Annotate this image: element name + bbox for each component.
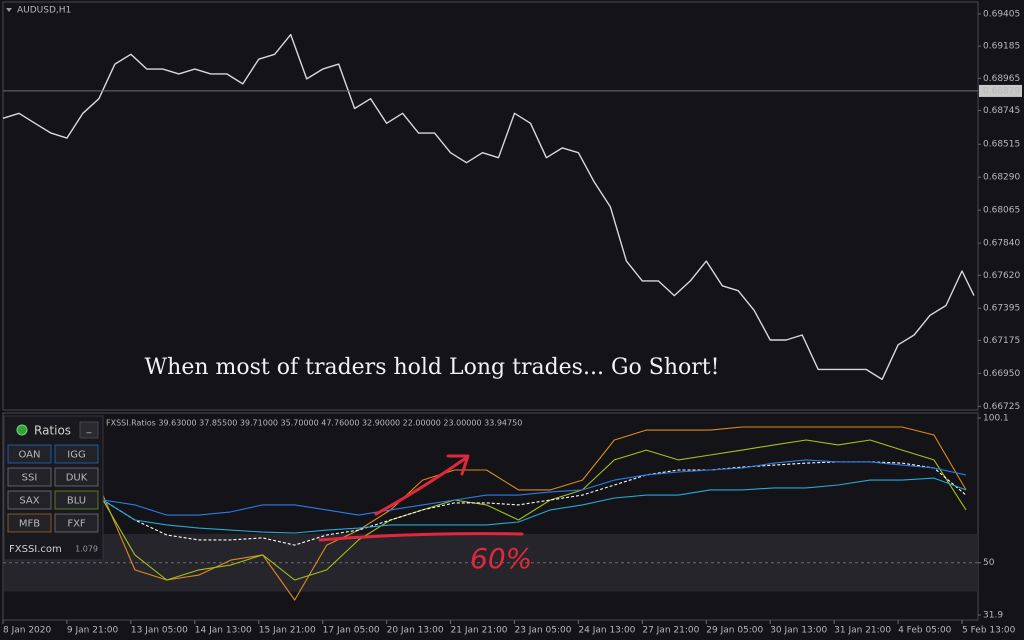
minimize-label[interactable]: _ — [86, 423, 93, 434]
price-line — [2, 33, 975, 381]
x-tick-label: 9 Jan 21:00 — [67, 626, 119, 636]
arrow-shaft — [374, 456, 468, 516]
y-tick-label: 0.68065 — [983, 206, 1020, 216]
y-tick-label: 0.67620 — [983, 271, 1020, 281]
source-button[interactable]: MFB — [7, 513, 52, 533]
source-button-box[interactable] — [54, 444, 99, 464]
y-tick-label: 0.67175 — [983, 336, 1020, 346]
source-button-label[interactable]: SSI — [22, 473, 38, 484]
source-button[interactable]: OAN — [7, 444, 52, 464]
y-tick-label: 31.9 — [983, 611, 1003, 621]
version: 1.079 — [75, 545, 98, 554]
source-button-label[interactable]: OAN — [18, 450, 40, 461]
indicator-title: FXSSI.Ratios 39.63000 37.85500 39.71000 … — [106, 419, 522, 428]
y-tick-label: 0.66950 — [983, 369, 1020, 379]
source-button[interactable]: SSI — [7, 467, 52, 487]
y-tick-label: 100.1 — [983, 414, 1009, 424]
x-tick-label: 24 Jan 13:00 — [578, 626, 635, 636]
x-tick-label: 30 Jan 13:00 — [770, 626, 827, 636]
y-tick-label: 0.67840 — [983, 239, 1020, 249]
caption: When most of traders hold Long trades...… — [145, 355, 720, 380]
source-button-box[interactable] — [7, 444, 52, 464]
source-button-box[interactable] — [7, 467, 52, 487]
source-button-box[interactable] — [7, 513, 52, 533]
source-button-label[interactable]: DUK — [66, 473, 88, 484]
indicator-line — [102, 426, 967, 601]
x-tick-label: 23 Jan 05:00 — [514, 626, 571, 636]
indicator-line — [102, 461, 967, 546]
source-button-label[interactable]: IGG — [67, 450, 85, 461]
x-tick-label: 20 Jan 13:00 — [387, 626, 444, 636]
source-button-box[interactable] — [7, 490, 52, 510]
source-button[interactable]: FXF — [54, 513, 99, 533]
arrow-head — [446, 454, 470, 476]
y-tick-label: 0.68290 — [983, 173, 1020, 183]
x-tick-label: 27 Jan 21:00 — [642, 626, 699, 636]
source-button[interactable]: SAX — [7, 490, 52, 510]
indicator-line — [102, 439, 967, 581]
source-button-box[interactable] — [54, 513, 99, 533]
source-button-label[interactable]: SAX — [19, 496, 39, 507]
y-tick-label: 0.69405 — [983, 9, 1020, 19]
x-tick-label: 29 Jan 05:00 — [706, 626, 763, 636]
indicator-frame — [2, 412, 979, 621]
x-tick-label: 8 Jan 2020 — [3, 626, 51, 636]
handwritten-label: 60% — [470, 542, 532, 575]
current-price-box — [979, 84, 1022, 97]
minimize-box[interactable] — [79, 421, 99, 439]
x-tick-label: 15 Jan 21:00 — [259, 626, 316, 636]
y-tick-label: 0.66725 — [983, 402, 1020, 412]
y-tick-label: 0.69185 — [983, 42, 1020, 52]
plot-layer: 0.69405 0.69185 0.68965 0.68745 0.68515 0.682… — [2, 9, 1022, 636]
y-tick-label: 0.68515 — [983, 140, 1020, 150]
source-button[interactable]: DUK — [54, 467, 99, 487]
y-tick-label: 0.68745 — [983, 106, 1020, 116]
y-tick-label: 50 — [983, 558, 995, 568]
x-tick-label: 17 Jan 05:00 — [323, 626, 380, 636]
x-tick-label: 5 Feb 13:00 — [962, 626, 1016, 636]
ratios-panel: Ratios _ FXSSI.com 1.079 OAN IGG SSI DUK SAX… — [3, 415, 104, 561]
x-tick-label: 13 Jan 05:00 — [131, 626, 188, 636]
brand: FXSSI.com — [9, 544, 62, 555]
symbol-title: AUDUSD,H1 — [17, 6, 71, 16]
panel-title: Ratios — [34, 424, 71, 438]
source-button-label[interactable]: MFB — [19, 519, 40, 530]
y-tick-label: 0.68965 — [983, 74, 1020, 84]
red-annotation: 60% — [318, 454, 532, 575]
x-tick-label: 31 Jan 21:00 — [834, 626, 891, 636]
x-tick-label: 14 Jan 13:00 — [195, 626, 252, 636]
indicator-line — [102, 459, 967, 516]
source-button[interactable]: IGG — [54, 444, 99, 464]
current-price-label: 0.68879 — [983, 86, 1020, 96]
source-button-label[interactable]: FXF — [67, 519, 86, 530]
panel-box — [3, 415, 104, 561]
y-tick-label: 0.67395 — [983, 304, 1020, 314]
status-dot — [16, 424, 28, 436]
minimize-button[interactable]: _ — [79, 421, 99, 439]
x-tick-label: 21 Jan 21:00 — [451, 626, 508, 636]
price-frame — [2, 1, 979, 411]
underline-stroke — [318, 532, 524, 542]
symbol-menu-arrow[interactable] — [6, 8, 12, 12]
x-tick-label: 4 Feb 05:00 — [898, 626, 952, 636]
source-button-label[interactable]: BLU — [67, 496, 86, 507]
source-button-box[interactable] — [54, 490, 99, 510]
indicator-line — [102, 477, 967, 534]
source-button[interactable]: BLU — [54, 490, 99, 510]
source-button-box[interactable] — [54, 467, 99, 487]
